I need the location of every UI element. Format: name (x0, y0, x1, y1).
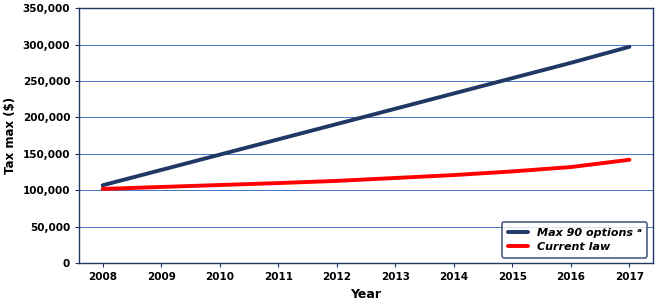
Current law (625, 158, 633, 162)
Current law (275, 181, 283, 185)
Current law (99, 187, 106, 191)
Y-axis label: Tax max ($): Tax max ($) (4, 97, 17, 174)
Line: Current law: Current law (102, 160, 629, 189)
Legend: Max 90 options ᵃ, Current law: Max 90 options ᵃ, Current law (503, 222, 647, 258)
Max 90 options ᵃ (99, 183, 106, 187)
Current law (450, 173, 458, 177)
Max 90 options ᵃ (157, 168, 165, 172)
Line: Max 90 options ᵃ: Max 90 options ᵃ (102, 47, 629, 185)
Max 90 options ᵃ (625, 45, 633, 48)
Max 90 options ᵃ (450, 92, 458, 95)
Current law (567, 165, 575, 169)
Current law (509, 170, 516, 173)
X-axis label: Year: Year (351, 288, 382, 301)
Max 90 options ᵃ (567, 61, 575, 65)
Max 90 options ᵃ (275, 138, 283, 141)
Current law (157, 185, 165, 189)
Current law (333, 179, 341, 183)
Current law (392, 176, 399, 180)
Current law (215, 183, 223, 187)
Max 90 options ᵃ (215, 153, 223, 156)
Max 90 options ᵃ (333, 122, 341, 126)
Max 90 options ᵃ (509, 76, 516, 80)
Max 90 options ᵃ (392, 107, 399, 111)
